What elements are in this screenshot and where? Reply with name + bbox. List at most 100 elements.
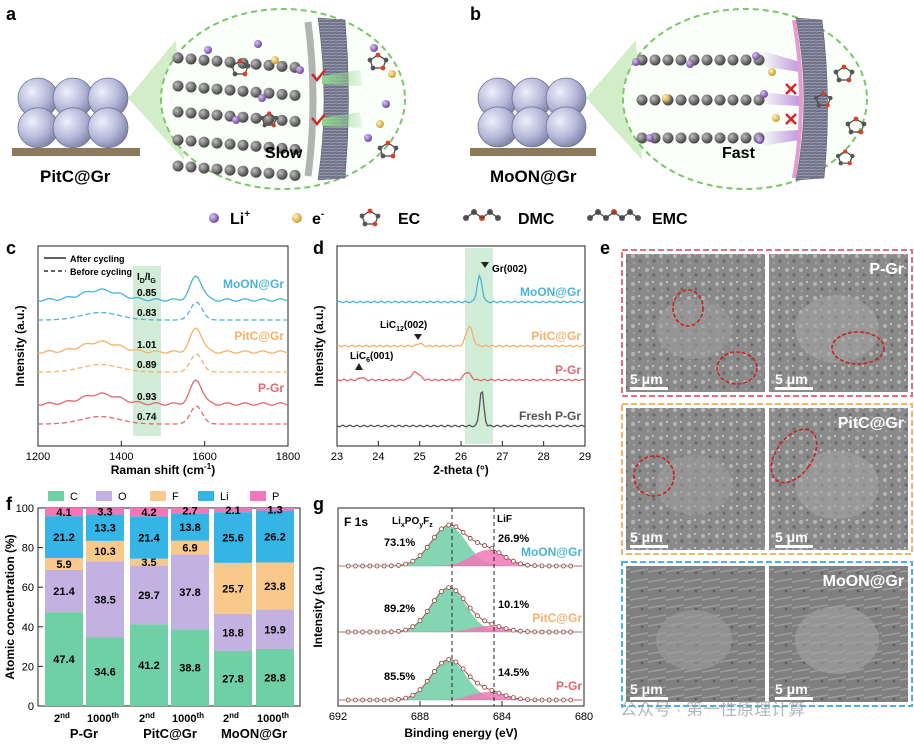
legend-label: C xyxy=(70,491,78,503)
molecule-atom xyxy=(367,57,373,63)
svg-text:LixPOyFz: LixPOyFz xyxy=(392,516,433,529)
svg-text:e-: e- xyxy=(312,209,324,228)
scale-bar-text: 5 μm xyxy=(630,529,663,545)
legend-li: Li xyxy=(230,211,244,228)
bar-value-label: 13.3 xyxy=(94,523,115,535)
xps-data-point xyxy=(439,660,444,666)
lif-peak-area xyxy=(338,550,584,566)
li-ion-dot xyxy=(382,100,390,108)
bar-segment-f xyxy=(214,562,252,614)
molecule-atom xyxy=(237,58,243,64)
xrd-curves xyxy=(336,273,586,428)
xps-data-point xyxy=(489,621,495,627)
xps-data-point xyxy=(460,529,466,535)
bar-group-label: MoON@Gr xyxy=(221,726,287,741)
bar-value-label: 26.2 xyxy=(264,532,285,544)
li-ion-dot xyxy=(364,134,372,142)
legend-before: Before cycling xyxy=(70,267,132,277)
xps-data-point xyxy=(417,618,423,624)
xps-data-point xyxy=(417,553,423,559)
bar-segment-f xyxy=(45,558,83,570)
xps-x-ticks: 692 688 684 680 xyxy=(329,701,593,723)
li-ion-dot xyxy=(752,52,760,60)
bar-cycle-label: 1000th xyxy=(172,711,204,725)
bar-cycle-label: 2nd xyxy=(139,711,155,725)
bar-segment-o xyxy=(86,561,124,638)
bar-segment-c xyxy=(214,650,252,706)
x-tick-label: 28 xyxy=(538,451,550,463)
bar-segment-o xyxy=(45,569,83,613)
particle-blob xyxy=(795,295,879,363)
raman-sample-label: PitC@Gr xyxy=(234,329,284,343)
sem-frame xyxy=(621,249,913,397)
bar-value-label: 5.9 xyxy=(56,559,71,571)
bar-segment-c xyxy=(86,637,124,706)
xps-data-point xyxy=(496,550,502,556)
thin-sei-b xyxy=(792,19,803,179)
xps-data-point xyxy=(467,674,473,680)
xps-data-point xyxy=(410,692,416,698)
bar-segment-li xyxy=(130,516,168,559)
graphite-atom xyxy=(198,82,210,94)
xps-sample-label: P-Gr xyxy=(556,679,582,693)
panel-b: b MoON@Gr Fast xyxy=(470,4,868,190)
electron-dot xyxy=(772,114,780,122)
li-ion-dot xyxy=(760,90,768,98)
molecule-atom xyxy=(845,121,851,127)
xps-data-point xyxy=(510,627,516,633)
bar-segment-f xyxy=(130,558,168,566)
bar-value-label: 19.9 xyxy=(264,624,285,636)
legend-label: Li xyxy=(220,491,229,503)
xps-data-point xyxy=(525,697,530,702)
molecule-atom xyxy=(274,115,279,121)
graphite-atom xyxy=(237,139,249,151)
graphite-atom xyxy=(740,132,752,144)
bar-segment-f xyxy=(171,540,209,555)
panel-letter-e: e xyxy=(600,238,610,258)
panel-a: a PitC@Gr Slow xyxy=(6,4,406,190)
graphite-atom xyxy=(237,165,249,177)
molecule-atom xyxy=(271,123,276,128)
particle-blob xyxy=(656,610,732,670)
graphite-atom xyxy=(211,55,223,67)
xps-data-point xyxy=(510,558,516,564)
scale-bar xyxy=(630,387,668,390)
bar-segment-li xyxy=(45,516,83,559)
molecule-atom xyxy=(377,145,383,151)
raman-labels: 0.85 0.83 MoON@Gr 1.01 0.89 PitC@Gr 0.93 0.74 P-… xyxy=(137,277,284,423)
x-tick-label: 27 xyxy=(496,451,508,463)
graphite-atom xyxy=(172,160,184,172)
graphite-atom xyxy=(714,94,726,106)
legend-e: e xyxy=(312,211,321,228)
scale-bar-text: 5 μm xyxy=(775,681,808,697)
bar-value-label: 29.7 xyxy=(138,590,159,602)
legend-label: F xyxy=(172,491,179,503)
molecule-atom xyxy=(367,208,373,214)
graphite-atom xyxy=(224,84,236,96)
scale-bar-text: 5 μm xyxy=(775,371,808,387)
graphite-atom xyxy=(211,137,223,149)
molecule-atom xyxy=(835,153,841,159)
legend-after: After cycling xyxy=(70,254,125,264)
graphite-atom xyxy=(701,94,713,106)
panel-letter-c: c xyxy=(6,238,16,258)
molecule-atom xyxy=(816,103,821,108)
xps-data-point xyxy=(525,562,530,568)
molecule-atom xyxy=(393,145,399,151)
defect-circle xyxy=(831,331,885,365)
bar-value-label: 3.5 xyxy=(141,557,156,569)
x-tick-label: 1200 xyxy=(26,451,50,463)
xps-data-point xyxy=(424,544,430,550)
xps-data-point xyxy=(396,697,401,702)
legend-li-sup: + xyxy=(244,209,250,220)
li-ion-icon xyxy=(209,213,219,223)
graphite-atom xyxy=(289,89,301,101)
graphite-atom xyxy=(172,134,184,146)
molecule-bond xyxy=(589,211,639,219)
scale-bar xyxy=(775,697,813,700)
molecule-atom xyxy=(861,121,867,127)
molecule-bond xyxy=(465,211,499,219)
bar-value-label: 34.6 xyxy=(94,667,115,679)
xps-data-point xyxy=(396,563,401,568)
